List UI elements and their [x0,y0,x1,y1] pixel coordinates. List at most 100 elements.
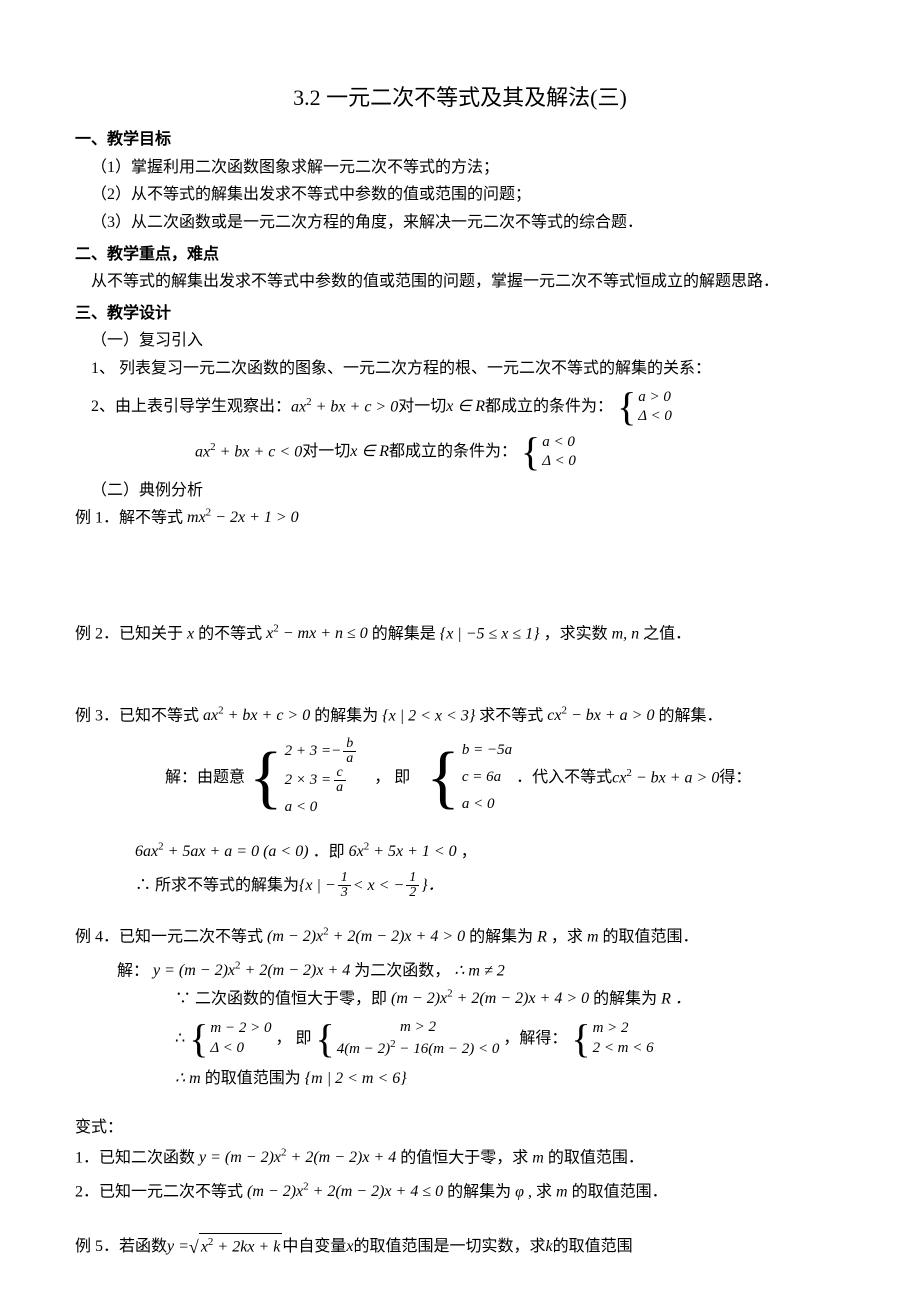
item2-prefix: 2、由上表引导学生观察出： [91,394,291,420]
ex5-math: y = √x2 + 2kx + k [167,1233,282,1262]
ex1-label: 例 1．解不等式 [75,509,187,526]
ex4-mid1: 的解集为 [469,928,537,945]
section2-text: 从不等式的解集出发求不等式中参数的值或范围的问题，掌握一元二次不等式恒成立的解题… [75,269,845,295]
ex5-k: k [545,1234,552,1260]
ex3-brace-b: { b = −5a c = 6a a < 0 [426,737,512,818]
ex4-sep1: ， 即 [275,1026,311,1052]
variant2: 2．已知一元二次不等式 (m − 2)x2 + 2(m − 2)x + 4 ≤ … [75,1179,845,1205]
ex4-math1: (m − 2)x2 + 2(m − 2)x + 4 > 0 [267,928,465,945]
ex4-R: R [537,928,547,945]
page-title: 3.2 一元二次不等式及其及解法(三) [75,80,845,115]
ex2-mid2: 的解集是 [372,625,440,642]
ex4-l1c: ∴ m ≠ 2 [454,962,505,979]
ex2-x: x [187,625,194,642]
ex3-l2d: ， [461,843,477,860]
item2-mid1: 对一切 [398,394,446,420]
brace1-l1: a > 0 [638,388,672,408]
ex5-suffix: 的取值范围 [553,1234,633,1260]
ex4-l2d: R ． [661,990,691,1007]
v2f: m [556,1183,568,1200]
ex4-m: m [587,928,599,945]
section2-header: 二、教学重点，难点 [75,242,845,268]
ex4-sol-l4: ∴ m 的取值范围为 {m | 2 < m < 6} [75,1066,845,1092]
brace1-l2: Δ < 0 [638,407,672,427]
v2d: φ [515,1183,524,1200]
ex3-math2: cx2 − bx + a > 0 [547,707,654,724]
section1-header: 一、教学目标 [75,127,845,153]
ex3-l2c: 6x2 + 5x + 1 < 0 [349,843,457,860]
ex2-vars: m, n [612,625,640,642]
brace2: { a < 0 Δ < 0 [521,433,576,472]
ex4-l2b: (m − 2)x2 + 2(m − 2)x + 4 > 0 [391,990,589,1007]
brace2-l1: a < 0 [542,433,576,453]
ex3-solution: 解：由题意 { 2 + 3 = −ba 2 × 3 = ca a < 0 ， 即… [75,737,845,819]
ex4-l3a: ∴ [175,1026,185,1052]
ex3-set1: {x | 2 < x < 3} [382,707,475,724]
ex4-l2c: 的解集为 [593,990,661,1007]
ex4-sol-label: 解： [117,962,149,979]
section3-item1: 1、 列表复习一元二次函数的图象、一元二次方程的根、一元二次不等式的解集的关系： [75,356,845,382]
v1e: 的取值范围． [548,1149,644,1166]
ex3-mid2: 求不等式 [479,707,547,724]
ex3-brace-a: { 2 + 3 = −ba 2 × 3 = ca a < 0 [249,737,358,819]
ex3-suffix: 的解集． [658,707,722,724]
v1b: y = (m − 2)x2 + 2(m − 2)x + 4 [199,1149,396,1166]
ex2-set: {x | −5 ≤ x ≤ 1} [440,625,540,642]
variant-header: 变式： [75,1115,845,1141]
ex3-l3a: ∴ 所求不等式的解集为 [135,873,299,899]
ex2-mid1: 的不等式 [198,625,266,642]
section1-item3: （3）从二次函数或是一元二次方程的角度，来解决一元二次不等式的综合题． [75,210,845,236]
ex3: 例 3．已知不等式 ax2 + bx + c > 0 的解集为 {x | 2 <… [75,703,845,729]
item2-suf2: 都成立的条件为： [389,439,517,465]
ex3-l2b: ．即 [313,843,349,860]
ex4-sol-l3: ∴ { m − 2 > 0 Δ < 0 ， 即 { m > 2 4(m − 2)… [75,1018,845,1060]
v1a: 1．已知二次函数 [75,1149,199,1166]
v2b: (m − 2)x2 + 2(m − 2)x + 4 ≤ 0 [247,1183,443,1200]
section3-sub1: （一）复习引入 [75,328,845,354]
ex4-l1a: y = (m − 2)x2 + 2(m − 2)x + 4 [153,962,350,979]
item2-suf1: 都成立的条件为： [485,394,613,420]
ex4-suffix: 的取值范围． [603,928,699,945]
ex4-brace-e: { m > 2 2 < m < 6 [571,1019,653,1058]
v1c: 的值恒大于零，求 [400,1149,532,1166]
item2-math2: ax2 + bx + c < 0 [195,439,302,465]
ex4-l4c: {m | 2 < m < 6} [305,1070,407,1087]
variant1: 1．已知二次函数 y = (m − 2)x2 + 2(m − 2)x + 4 的… [75,1145,845,1171]
ex2-mid3: ，求实数 [544,625,612,642]
ex3-sol-suffix: 得： [719,765,751,791]
ex2-label: 例 2．已知关于 [75,625,187,642]
ex3-label: 例 3．已知不等式 [75,707,203,724]
ex3-sol-mid: ．代入不等式 [516,765,612,791]
ex5: 例 5．若函数 y = √x2 + 2kx + k 中自变量 x 的取值范围是一… [75,1233,845,1262]
ex3-sep: ， 即 [374,765,410,791]
ex4-l4a: ∴ m [175,1070,201,1087]
ex4: 例 4．已知一元二次不等式 (m − 2)x2 + 2(m − 2)x + 4 … [75,924,845,950]
section1-item2: （2）从不等式的解集出发求不等式中参数的值或范围的问题； [75,182,845,208]
ex4-mid2: ，求 [551,928,587,945]
ex3-mid1: 的解集为 [314,707,382,724]
ex2: 例 2．已知关于 x 的不等式 x2 − mx + n ≤ 0 的解集是 {x … [75,621,845,647]
ex5-mid1: 中自变量 [282,1234,346,1260]
v1d: m [532,1149,544,1166]
section3-header: 三、教学设计 [75,301,845,327]
ex4-l2a: ∵ 二次函数的值恒大于零，即 [175,990,391,1007]
section3-sub2: （二）典例分析 [75,478,845,504]
ex4-l1b: 为二次函数， [354,962,450,979]
v2c: 的解集为 [447,1183,515,1200]
v2e: , 求 [528,1183,556,1200]
ex2-math: x2 − mx + n ≤ 0 [266,625,368,642]
ex4-sol-l1: 解： y = (m − 2)x2 + 2(m − 2)x + 4 为二次函数， … [75,958,845,984]
ex3-math1: ax2 + bx + c > 0 [203,707,310,724]
ex4-brace-d: { m > 2 4(m − 2)2 − 16(m − 2) < 0 [315,1018,499,1060]
ex4-sep2: ，解得： [503,1026,567,1052]
item2-var: x ∈ R [446,394,485,420]
brace1: { a > 0 Δ < 0 [617,388,672,427]
brace2-l2: Δ < 0 [542,452,576,472]
ex4-brace-c: { m − 2 > 0 Δ < 0 [189,1019,271,1058]
ex4-l4b: 的取值范围为 [205,1070,305,1087]
item2-math1: ax2 + bx + c > 0 [291,394,398,420]
section3-item2-line1: 2、由上表引导学生观察出： ax2 + bx + c > 0 对一切 x ∈ R… [75,388,845,427]
ex1-math: mx2 − 2x + 1 > 0 [187,509,299,526]
ex5-mid2: 的取值范围是一切实数，求 [353,1234,545,1260]
ex3-l3-set: {x | − 13 < x < − 12 }． [299,871,444,900]
